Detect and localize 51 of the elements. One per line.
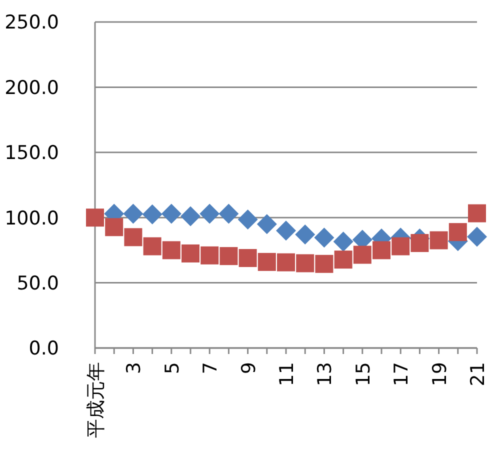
y-tick-label: 150.0 [4,142,59,164]
point [277,253,295,272]
point [182,244,200,262]
x-tick-label: 19 [428,362,451,386]
y-tick-label: 50.0 [16,272,59,295]
x-tick-label: 21 [467,362,489,386]
point [162,241,180,260]
point [238,210,258,230]
x-tick-label: 7 [200,362,222,374]
point [200,204,220,224]
x-tick-label: 11 [276,362,298,386]
x-tick-label: 15 [352,362,374,386]
point [467,226,487,247]
x-tick-label: 9 [238,362,260,374]
point [276,220,296,241]
point [258,252,276,271]
x-tick-label: 17 [390,362,413,386]
point [372,241,390,260]
x-tick-label: 平成元年 [85,362,107,438]
point [314,228,334,248]
point [123,204,144,224]
x-tick-label: 13 [314,362,336,386]
point [353,246,372,264]
y-tick-label: 250.0 [4,12,59,34]
point [333,232,354,252]
point [430,231,448,250]
point [468,204,486,222]
point [334,250,352,269]
point [200,246,219,264]
point [295,224,316,245]
x-tick-label: 3 [123,362,146,374]
point [296,254,314,272]
point [218,204,239,224]
x-tick-label: 5 [161,362,184,374]
point [161,204,182,224]
point [256,214,277,234]
point [180,206,200,226]
point [86,208,104,227]
point [142,204,162,224]
point [105,218,124,236]
point [392,237,410,256]
point [448,223,467,242]
point [143,237,162,256]
y-tick-label: 200.0 [4,76,59,99]
y-tick-label: 0.0 [28,338,59,360]
point [220,247,238,266]
point [238,249,257,268]
point [410,234,429,252]
y-tick-label: 100.0 [4,207,59,230]
point [124,228,142,246]
point [315,254,334,273]
